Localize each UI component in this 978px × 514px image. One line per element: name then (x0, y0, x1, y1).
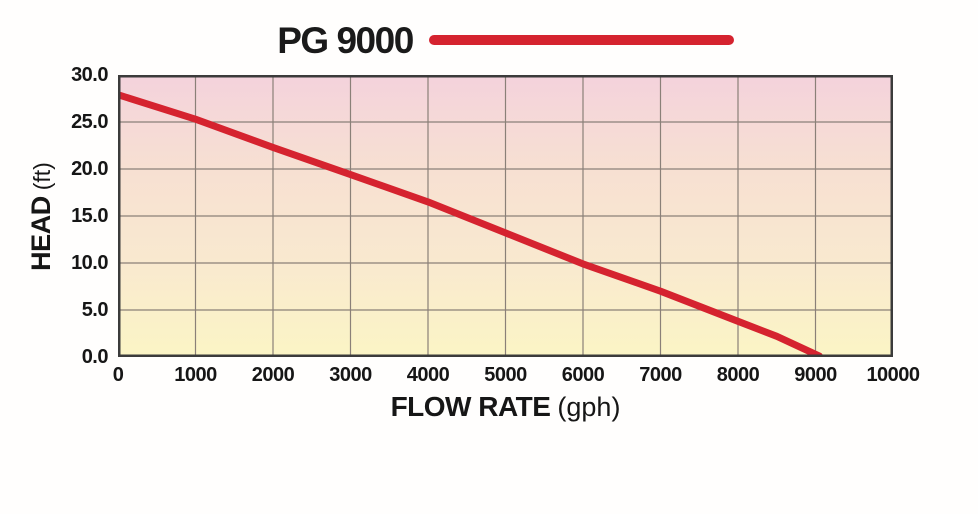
y-tick-label-15.0: 15.0 (71, 205, 108, 227)
x-tick-label-6000: 6000 (561, 364, 605, 386)
x-tick-label-4000: 4000 (406, 364, 450, 386)
x-tick-label-3000: 3000 (329, 364, 372, 386)
y-tick-label-5.0: 5.0 (81, 299, 109, 321)
y-tick-label-10.0: 10.0 (71, 252, 108, 274)
plot-border (118, 75, 893, 357)
x-tick-label-5000: 5000 (484, 364, 527, 386)
x-axis-label: FLOW RATE (390, 391, 551, 422)
chart-title: PG 9000 (277, 19, 414, 61)
y-tick-label-30.0: 30.0 (71, 64, 108, 86)
y-tick-label-20.0: 20.0 (71, 158, 108, 180)
y-tick-label-25.0: 25.0 (71, 111, 108, 133)
x-tick-label-1000: 1000 (174, 364, 217, 386)
x-tick-label-9000: 9000 (794, 364, 837, 386)
y-tick-label-0.0: 0.0 (81, 346, 109, 368)
x-axis-unit: (gph) (557, 392, 621, 422)
x-tick-label-7000: 7000 (639, 364, 682, 386)
x-axis-title: FLOW RATE (gph) (118, 391, 893, 423)
x-tick-label-8000: 8000 (716, 364, 760, 386)
x-tick-label-10000: 10000 (866, 364, 920, 386)
x-tick-label-0: 0 (112, 364, 124, 386)
curve-pg-9000 (118, 91, 823, 357)
legend: PG 9000 (118, 18, 893, 62)
legend-line-swatch (428, 35, 734, 45)
x-tick-label-2000: 2000 (251, 364, 295, 386)
plot-area (118, 75, 893, 357)
